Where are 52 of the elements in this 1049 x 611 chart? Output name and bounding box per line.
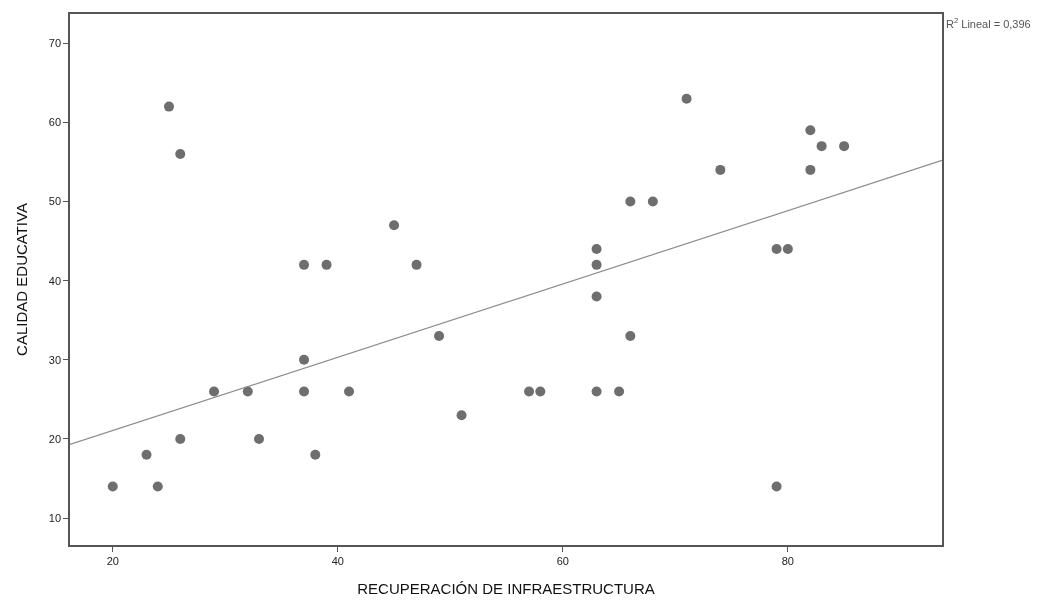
x-tick-label: 80 (781, 554, 794, 567)
point (524, 386, 535, 397)
y-axis-title: CALIDAD EDUCATIVA (12, 203, 30, 356)
y-tick-label: 40 (48, 274, 62, 287)
point (152, 481, 163, 492)
point (299, 386, 310, 397)
point (535, 386, 546, 397)
point (625, 331, 636, 342)
point (681, 93, 692, 104)
x-tick-label: 40 (331, 554, 344, 567)
point (209, 386, 220, 397)
y-tick-label: 50 (48, 195, 62, 208)
y-tick-label: 20 (48, 432, 62, 445)
point (591, 291, 602, 302)
point (242, 386, 253, 397)
point (344, 386, 355, 397)
point (591, 259, 602, 270)
point (591, 244, 602, 255)
point (625, 196, 636, 207)
point (175, 433, 186, 444)
point (321, 259, 332, 270)
point (715, 164, 726, 175)
x-tick-label: 20 (106, 554, 119, 567)
point (805, 164, 816, 175)
y-tick-label: 70 (48, 37, 62, 50)
point (141, 449, 152, 460)
point (164, 101, 175, 112)
point (839, 141, 850, 152)
point (299, 354, 310, 365)
y-tick-label: 30 (48, 353, 62, 366)
point (299, 259, 310, 270)
point (614, 386, 625, 397)
point (310, 449, 321, 460)
point (805, 125, 816, 136)
point (591, 386, 602, 397)
point (771, 244, 782, 255)
point (389, 220, 400, 231)
x-tick-label: 60 (556, 554, 569, 567)
point (782, 244, 793, 255)
text: R$^{2}$ Lineal = 0,396 (946, 16, 1031, 30)
point (816, 141, 827, 152)
x-axis-title: RECUPERACIÓN DE INFRAESTRUCTURA (357, 580, 655, 598)
point (456, 410, 467, 421)
point (175, 149, 186, 160)
point (771, 481, 782, 492)
point (434, 331, 445, 342)
point (647, 196, 658, 207)
y-tick-label: 60 (48, 116, 62, 129)
point (107, 481, 118, 492)
y-tick-label: 10 (48, 511, 62, 524)
point (254, 433, 265, 444)
point (411, 259, 422, 270)
